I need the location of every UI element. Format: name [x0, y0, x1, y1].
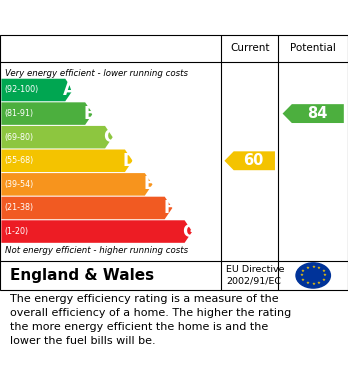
Text: E: E	[143, 176, 155, 194]
Text: Very energy efficient - lower running costs: Very energy efficient - lower running co…	[5, 69, 188, 78]
Text: 84: 84	[307, 106, 328, 121]
Text: ★: ★	[301, 269, 305, 273]
Polygon shape	[1, 149, 133, 172]
Text: The energy efficiency rating is a measure of the
overall efficiency of a home. T: The energy efficiency rating is a measur…	[10, 294, 292, 346]
Text: ★: ★	[317, 266, 321, 270]
Text: (69-80): (69-80)	[4, 133, 33, 142]
Text: G: G	[182, 222, 196, 240]
Text: D: D	[122, 152, 136, 170]
Text: ★: ★	[322, 269, 325, 273]
Text: ★: ★	[311, 265, 315, 269]
Text: (55-68): (55-68)	[4, 156, 33, 165]
Text: ★: ★	[322, 278, 325, 282]
Polygon shape	[1, 79, 73, 101]
Text: A: A	[63, 81, 76, 99]
Text: 60: 60	[243, 153, 263, 168]
Text: (21-38): (21-38)	[4, 203, 33, 212]
Text: ★: ★	[300, 273, 303, 278]
Text: ★: ★	[317, 281, 321, 285]
Text: (1-20): (1-20)	[4, 227, 28, 236]
Text: ★: ★	[306, 281, 309, 285]
Text: (81-91): (81-91)	[4, 109, 33, 118]
Polygon shape	[1, 220, 192, 243]
Polygon shape	[283, 104, 344, 123]
Text: EU Directive
2002/91/EC: EU Directive 2002/91/EC	[226, 265, 285, 286]
Polygon shape	[1, 173, 152, 196]
Text: ★: ★	[301, 278, 305, 282]
Text: Potential: Potential	[290, 43, 336, 54]
Text: ★: ★	[306, 266, 309, 270]
Text: ★: ★	[323, 273, 327, 278]
Text: B: B	[83, 104, 96, 123]
Polygon shape	[1, 197, 172, 219]
Circle shape	[296, 263, 330, 288]
Text: (92-100): (92-100)	[4, 86, 38, 95]
Text: Current: Current	[230, 43, 269, 54]
Polygon shape	[1, 126, 113, 149]
Text: C: C	[103, 128, 116, 146]
Text: Not energy efficient - higher running costs: Not energy efficient - higher running co…	[5, 246, 188, 255]
Text: Energy Efficiency Rating: Energy Efficiency Rating	[10, 11, 232, 26]
Polygon shape	[1, 102, 93, 125]
Text: ★: ★	[311, 282, 315, 286]
Text: (39-54): (39-54)	[4, 180, 33, 189]
Polygon shape	[224, 151, 275, 170]
Text: England & Wales: England & Wales	[10, 268, 155, 283]
Text: F: F	[163, 199, 175, 217]
